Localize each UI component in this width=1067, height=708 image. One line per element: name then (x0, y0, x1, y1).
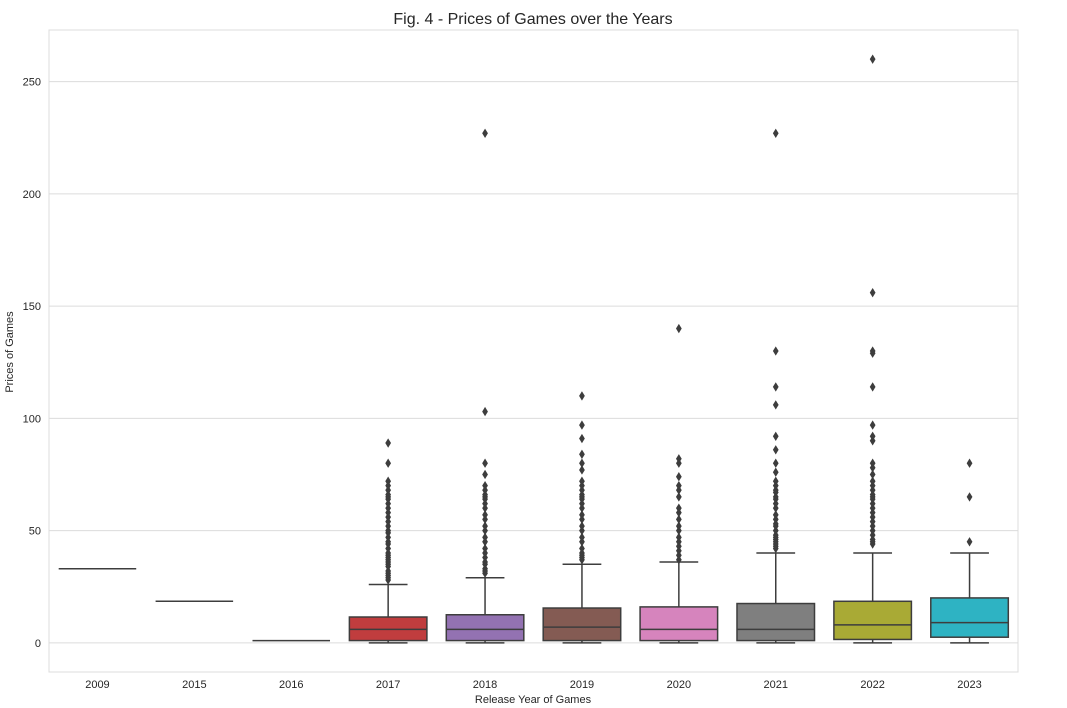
outlier-point (675, 323, 682, 334)
outlier-point (675, 481, 682, 491)
box-group-2022 (833, 54, 913, 644)
outlier-point (966, 492, 973, 502)
y-tick-label: 50 (29, 526, 41, 538)
boxes (58, 54, 1010, 644)
outlier-point (675, 454, 682, 464)
outlier-point (579, 521, 585, 531)
x-tick-label: 2009 (85, 679, 109, 691)
x-tick-label: 2021 (764, 679, 788, 691)
outlier-point (579, 420, 585, 430)
x-tick-label: 2019 (570, 679, 594, 691)
outlier-point (482, 406, 488, 417)
outlier-point (385, 438, 392, 448)
iqr-box (930, 597, 1010, 638)
x-axis-tick-labels: 2009 2015 2016 2017 2018 2019 2020 2021 2022 2023 (85, 679, 982, 691)
iqr-box (445, 614, 525, 642)
box-group-2017 (348, 438, 428, 644)
outlier-point (869, 382, 876, 392)
box-group-2021 (736, 128, 816, 644)
box-group-2020 (639, 323, 719, 644)
outlier-point (579, 543, 585, 554)
outlier-point (579, 458, 585, 468)
y-axis-label: Prices of Games (4, 311, 16, 393)
outlier-point (579, 433, 585, 444)
iqr-box (833, 600, 913, 641)
plot-area (48, 29, 1019, 673)
outlier-point (482, 128, 488, 138)
outlier-point (772, 445, 779, 455)
outlier-point (772, 431, 779, 441)
outlier-point (772, 476, 779, 486)
outlier-point (579, 391, 585, 401)
x-axis-label: Release Year of Games (475, 694, 592, 706)
outlier-point (869, 476, 876, 486)
outlier-point (579, 465, 585, 475)
outlier-point (869, 458, 876, 468)
chart-title: Fig. 4 - Prices of Games over the Years (393, 11, 672, 28)
outlier-point (772, 382, 779, 392)
outlier-point (869, 469, 876, 480)
x-tick-label: 2015 (182, 679, 206, 691)
outlier-point (772, 346, 779, 356)
gridlines (49, 81, 1018, 644)
outlier-point (385, 458, 392, 468)
x-tick-label: 2018 (473, 679, 497, 691)
y-axis-tick-labels: 0 50 100 150 200 250 (23, 77, 41, 650)
x-tick-label: 2022 (860, 679, 884, 691)
outlier-point (772, 400, 779, 410)
outlier-point (675, 514, 682, 525)
outlier-point (966, 458, 973, 468)
outlier-point (482, 481, 488, 491)
box-group-2023 (930, 458, 1010, 644)
outlier-point (675, 503, 682, 513)
iqr-box (736, 602, 816, 642)
y-tick-label: 150 (23, 301, 41, 313)
box-group-2019 (542, 391, 622, 644)
y-tick-label: 250 (23, 77, 41, 89)
iqr-box (542, 607, 622, 642)
outlier-point (579, 510, 585, 520)
outlier-point (675, 521, 682, 531)
outlier-point (869, 54, 876, 64)
outlier-point (869, 420, 876, 430)
outlier-point (482, 510, 488, 520)
outlier-point (675, 492, 682, 502)
outlier-point (869, 287, 876, 298)
outlier-point (579, 532, 585, 542)
x-tick-label: 2017 (376, 679, 400, 691)
outlier-point (869, 346, 876, 356)
outlier-point (675, 532, 682, 542)
box-group-2018 (445, 128, 525, 644)
outlier-point (579, 476, 585, 486)
outlier-point (966, 537, 973, 547)
outlier-point (772, 128, 779, 138)
iqr-box (639, 606, 719, 642)
outlier-point (579, 449, 585, 459)
x-tick-label: 2016 (279, 679, 303, 691)
outlier-point (482, 543, 488, 554)
y-tick-label: 100 (23, 413, 41, 425)
x-tick-label: 2023 (957, 679, 981, 691)
outlier-point (482, 458, 488, 468)
outlier-point (482, 532, 488, 542)
outlier-point (772, 467, 779, 477)
outlier-point (385, 476, 392, 486)
y-tick-label: 200 (23, 189, 41, 201)
outlier-point (675, 472, 682, 482)
y-tick-label: 0 (35, 638, 41, 650)
outlier-point (772, 458, 779, 468)
outlier-point (772, 510, 779, 520)
outlier-point (482, 521, 488, 531)
outlier-point (869, 431, 876, 441)
outlier-point (482, 469, 488, 480)
x-tick-label: 2020 (667, 679, 691, 691)
